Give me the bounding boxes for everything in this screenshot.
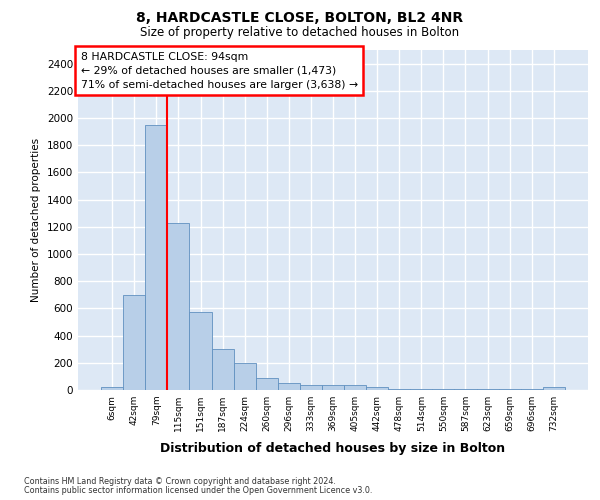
Bar bbox=[256, 378, 278, 390]
Bar bbox=[543, 388, 565, 390]
Bar bbox=[366, 386, 388, 390]
Bar bbox=[123, 295, 145, 390]
Bar bbox=[190, 312, 212, 390]
Bar bbox=[101, 388, 123, 390]
X-axis label: Distribution of detached houses by size in Bolton: Distribution of detached houses by size … bbox=[160, 442, 506, 456]
Bar bbox=[322, 384, 344, 390]
Y-axis label: Number of detached properties: Number of detached properties bbox=[31, 138, 41, 302]
Bar bbox=[233, 363, 256, 390]
Text: Size of property relative to detached houses in Bolton: Size of property relative to detached ho… bbox=[140, 26, 460, 39]
Bar bbox=[212, 348, 233, 390]
Text: Contains HM Land Registry data © Crown copyright and database right 2024.: Contains HM Land Registry data © Crown c… bbox=[24, 477, 336, 486]
Text: 8, HARDCASTLE CLOSE, BOLTON, BL2 4NR: 8, HARDCASTLE CLOSE, BOLTON, BL2 4NR bbox=[136, 11, 464, 25]
Text: 8 HARDCASTLE CLOSE: 94sqm
← 29% of detached houses are smaller (1,473)
71% of se: 8 HARDCASTLE CLOSE: 94sqm ← 29% of detac… bbox=[80, 52, 358, 90]
Bar bbox=[145, 125, 167, 390]
Bar bbox=[278, 383, 300, 390]
Bar bbox=[344, 385, 366, 390]
Bar bbox=[300, 384, 322, 390]
Bar bbox=[167, 222, 190, 390]
Text: Contains public sector information licensed under the Open Government Licence v3: Contains public sector information licen… bbox=[24, 486, 373, 495]
